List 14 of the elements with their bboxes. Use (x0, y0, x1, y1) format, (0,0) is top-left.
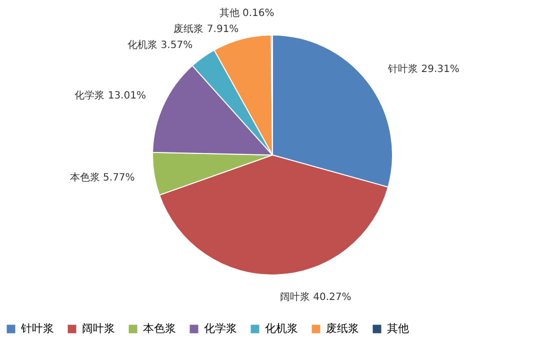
legend-label: 化学浆 (204, 322, 237, 335)
category-label: 化学浆 13.01% (74, 90, 146, 102)
legend-label: 针叶浆 (20, 322, 54, 335)
category-label: 针叶浆 29.31% (388, 64, 460, 76)
category-label: 其他 0.16% (219, 8, 274, 19)
legend-label: 化机浆 (265, 322, 298, 335)
category-label: 本色浆 5.77% (70, 172, 135, 184)
category-label: 化机浆 3.57% (128, 40, 193, 51)
legend-label: 阔叶浆 (82, 322, 115, 335)
legend-label: 废纸浆 (326, 322, 359, 335)
category-label: 阔叶浆 40.27% (280, 292, 352, 303)
legend-label: 本色浆 (143, 322, 176, 335)
legend-label: 其他 (387, 322, 409, 335)
category-label: 废纸浆 7.91% (174, 24, 239, 35)
